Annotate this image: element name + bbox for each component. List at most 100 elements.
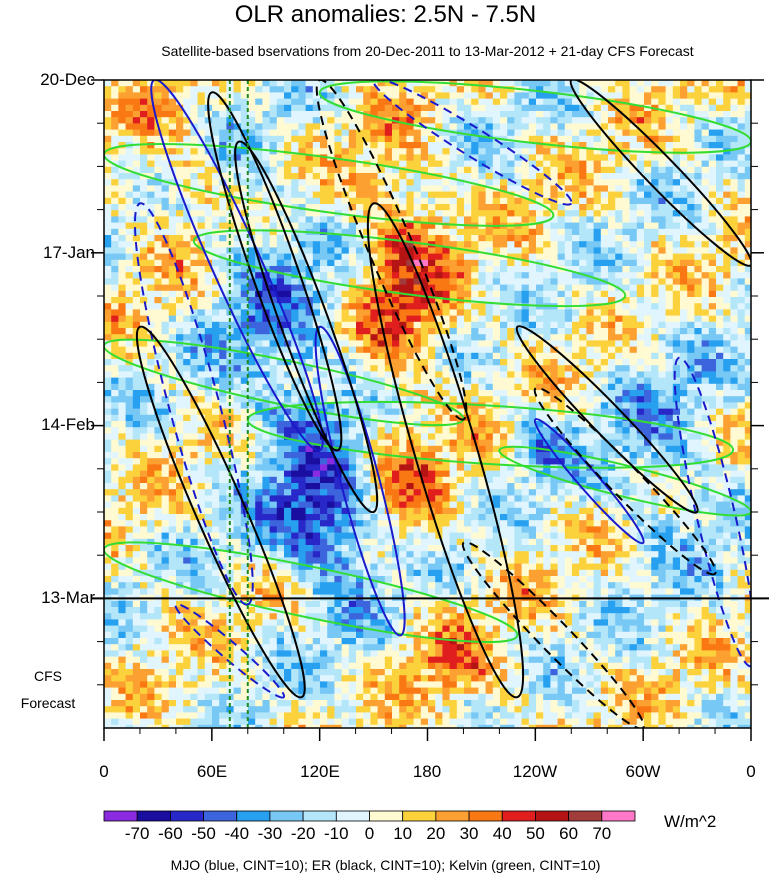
olr-cell [341, 408, 350, 416]
olr-cell [500, 197, 508, 205]
olr-cell [356, 135, 364, 143]
olr-cell [406, 86, 415, 93]
olr-cell [658, 104, 667, 112]
olr-cell [341, 117, 350, 124]
olr-cell [449, 390, 458, 397]
olr-cell [701, 253, 710, 261]
olr-cell [723, 278, 731, 286]
olr-cell [363, 421, 371, 428]
olr-cell [608, 111, 616, 118]
olr-cell [140, 135, 148, 143]
olr-cell [140, 148, 148, 155]
olr-cell [154, 210, 163, 217]
olr-cell [622, 321, 631, 329]
olr-cell [248, 117, 256, 124]
olr-cell [118, 278, 127, 286]
olr-cell [413, 290, 422, 298]
olr-cell [737, 222, 746, 230]
olr-cell [528, 297, 537, 304]
olr-cell [651, 408, 659, 416]
olr-cell [514, 321, 523, 329]
olr-cell [370, 253, 379, 261]
olr-cell [665, 309, 674, 317]
olr-cell [176, 272, 184, 279]
olr-cell [269, 421, 278, 428]
olr-cell [600, 352, 609, 360]
olr-cell [471, 216, 479, 224]
olr-cell [687, 321, 695, 329]
olr-cell [140, 228, 148, 236]
olr-cell [168, 228, 177, 236]
olr-cell [586, 104, 595, 112]
olr-cell [744, 414, 751, 422]
olr-cell [140, 117, 148, 124]
olr-cell [622, 352, 631, 360]
olr-cell [291, 222, 299, 230]
olr-cell [658, 166, 667, 174]
olr-cell [291, 421, 299, 428]
olr-cell [104, 340, 112, 348]
olr-cell [442, 86, 451, 93]
olr-cell [305, 111, 314, 118]
olr-cell [564, 166, 573, 174]
olr-cell [348, 377, 357, 385]
olr-cell [111, 383, 119, 391]
olr-cell [608, 80, 616, 87]
olr-cell [449, 185, 458, 193]
olr-cell [644, 111, 652, 118]
olr-cell [435, 340, 443, 348]
olr-cell [744, 148, 751, 155]
olr-cell [622, 129, 631, 137]
olr-cell [629, 290, 638, 298]
olr-cell [327, 290, 335, 298]
olr-cell [442, 104, 451, 112]
olr-cell [356, 328, 364, 335]
olr-cell [744, 241, 751, 248]
olr-cell [557, 290, 566, 298]
olr-cell [507, 235, 515, 242]
olr-cell [428, 272, 436, 279]
olr-cell [428, 346, 436, 354]
olr-cell [399, 315, 407, 323]
olr-cell [651, 321, 659, 329]
olr-cell [413, 98, 422, 106]
olr-cell [600, 414, 609, 422]
olr-cell [262, 390, 271, 397]
olr-cell [572, 340, 580, 348]
olr-cell [240, 197, 249, 205]
olr-cell [111, 179, 119, 186]
olr-cell [622, 390, 631, 397]
olr-cell [536, 228, 544, 236]
olr-cell [579, 104, 587, 112]
olr-cell [392, 402, 400, 410]
olr-cell [478, 328, 487, 335]
olr-cell [687, 166, 695, 174]
olr-cell [579, 111, 587, 118]
olr-cell [680, 284, 688, 292]
olr-cell [492, 235, 501, 242]
olr-cell [147, 315, 155, 323]
olr-cell [687, 390, 695, 397]
olr-cell [399, 222, 407, 230]
olr-cell [464, 173, 472, 180]
olr-cell [132, 111, 141, 118]
olr-cell [334, 129, 343, 137]
olr-cell [478, 142, 487, 149]
olr-cell [579, 148, 587, 155]
olr-cell [183, 154, 191, 162]
olr-cell [140, 197, 148, 205]
olr-cell [305, 346, 314, 354]
olr-cell [111, 185, 119, 193]
olr-cell [147, 259, 155, 267]
olr-cell [428, 135, 436, 143]
olr-cell [240, 359, 249, 366]
olr-cell [658, 210, 667, 217]
olr-cell [708, 309, 717, 317]
olr-cell [356, 241, 364, 248]
olr-cell [233, 303, 242, 310]
olr-cell [406, 148, 415, 155]
olr-cell [478, 352, 487, 360]
olr-cell [557, 321, 566, 329]
olr-cell [262, 402, 271, 410]
olr-cell [363, 241, 371, 248]
